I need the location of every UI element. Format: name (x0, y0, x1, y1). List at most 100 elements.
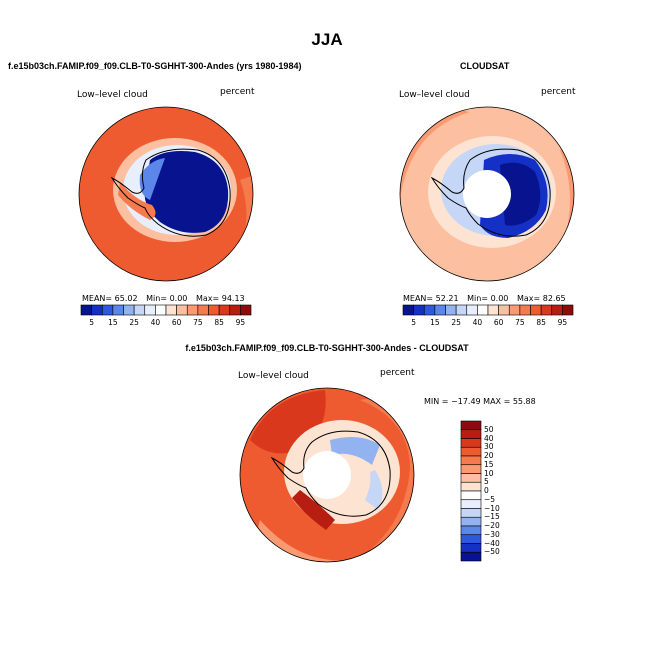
colorbar-box (562, 304, 574, 316)
panel3-title: f.e15b03ch.FAMIP.f09_f09.CLB-T0-SGHHT-30… (185, 343, 469, 353)
colorbar-tick-label: 95 (235, 318, 246, 327)
colorbar-tick-label: 20 (484, 451, 494, 460)
colorbar-box (498, 304, 510, 316)
panel1-coastline (110, 148, 231, 237)
colorbar-tick-label: −5 (484, 494, 496, 504)
colorbar-tick-label: −40 (484, 538, 500, 548)
colorbar-box (519, 304, 531, 316)
panel1-colorbar (80, 304, 252, 316)
colorbar-box (508, 304, 521, 316)
panel1-title: f.e15b03ch.FAMIP.f09_f09.CLB-T0-SGHHT-30… (8, 61, 302, 71)
colorbar-box (455, 304, 468, 316)
colorbar-box (487, 304, 499, 316)
panel3-field-east-lighter (360, 390, 414, 560)
colorbar-box (123, 304, 135, 316)
panel2-colorbar-ticks: 5 15 25 40 60 75 85 95 (403, 318, 573, 328)
colorbar-box (155, 304, 167, 316)
panel2-field-outer-warm (400, 107, 470, 200)
panel1-field-band-east (235, 170, 253, 270)
colorbar-box (445, 304, 457, 316)
colorbar-tick-label: 85 (214, 318, 224, 327)
panel1-right-label: percent (220, 87, 255, 97)
colorbar-box (460, 508, 482, 518)
panel2-map-border (399, 106, 575, 282)
panel1-colorbar-ticks: 5 15 25 40 60 75 85 95 (81, 318, 251, 328)
colorbar-box (460, 429, 482, 439)
panel2-colorbar (402, 304, 574, 316)
colorbar-tick-label: 15 (108, 318, 118, 327)
colorbar-box (460, 525, 482, 536)
colorbar-box (112, 304, 124, 316)
colorbar-tick-label: 25 (129, 318, 139, 327)
colorbar-tick-label: 40 (484, 433, 494, 443)
panel1-left-label: Low–level cloud (77, 90, 148, 100)
colorbar-box (460, 473, 482, 483)
panel3-right-label: percent (380, 368, 415, 378)
colorbar-box (460, 438, 482, 448)
panel1-field-pale-ring (123, 145, 231, 235)
panel3-field-north-dark (250, 390, 326, 454)
panel3-field-background (240, 388, 414, 562)
colorbar-box (477, 304, 489, 316)
colorbar-box (144, 304, 156, 316)
colorbar-box (80, 304, 92, 316)
colorbar-box (91, 304, 103, 316)
panel3-map-border (239, 387, 415, 563)
colorbar-tick-label: 15 (430, 318, 440, 327)
panel2-coastline (430, 148, 551, 237)
colorbar-box (423, 304, 436, 316)
panel3-left-label: Low–level cloud (238, 371, 309, 381)
colorbar-box (413, 304, 425, 316)
colorbar-box (460, 455, 482, 466)
panel2-field-pale (428, 136, 556, 248)
colorbar-box (530, 304, 542, 316)
colorbar-tick-label: 60 (171, 318, 182, 327)
colorbar-box (460, 543, 482, 553)
colorbar-tick-label: −10 (484, 503, 500, 513)
panel2-field-background (400, 107, 574, 281)
colorbar-box (176, 304, 188, 316)
panel3-field-blue-patches (330, 436, 380, 465)
colorbar-box (460, 499, 482, 509)
colorbar-box (551, 304, 563, 316)
panel1-field-blue-edge (139, 158, 165, 200)
colorbar-box (402, 304, 414, 316)
colorbar-box (165, 304, 177, 316)
colorbar-box (460, 481, 482, 492)
colorbar-tick-label: −20 (484, 521, 500, 530)
colorbar-tick-label: 60 (493, 318, 504, 327)
colorbar-box (101, 304, 114, 316)
colorbar-tick-label: 75 (193, 318, 203, 327)
panel3-field-blue-east (365, 470, 383, 510)
colorbar-box (133, 304, 146, 316)
panel3-field-south-light (240, 520, 350, 562)
panel2-title: CLOUDSAT (460, 61, 510, 71)
panel3-coastline (270, 430, 391, 517)
panel2-no-data-hole (463, 170, 511, 218)
colorbar-tick-label: 5 (411, 318, 417, 327)
colorbar-box (466, 304, 478, 316)
panel3-field-pale (284, 420, 400, 524)
panel2-field-east-warm (560, 140, 574, 260)
colorbar-box (460, 534, 482, 544)
panel3-colorbar-ticks: 50 40 30 20 15 10 5 0 −5 −10 −15 −20 −30 −40 −50 (484, 421, 524, 561)
panel1-stats: MEAN= 65.02 Min= 0.00 Max= 94.13 (82, 294, 245, 303)
colorbar-tick-label: 40 (150, 318, 161, 327)
colorbar-tick-label: 5 (89, 318, 95, 327)
colorbar-tick-label: 30 (484, 442, 494, 452)
colorbar-tick-label: 10 (484, 468, 494, 478)
colorbar-box (540, 304, 553, 316)
panel2-field-blue (480, 154, 548, 238)
panel2-left-label: Low–level cloud (399, 90, 470, 100)
colorbar-box (197, 304, 209, 316)
colorbar-box (218, 304, 231, 316)
colorbar-box (460, 464, 482, 474)
colorbar-tick-label: 15 (484, 459, 494, 469)
panel2-stats: MEAN= 52.21 Min= 0.00 Max= 82.65 (403, 294, 566, 303)
colorbar-box (434, 304, 446, 316)
panel2-field-blue-core (500, 162, 541, 226)
colorbar-tick-label: −30 (484, 529, 500, 539)
colorbar-box (460, 446, 482, 457)
colorbar-tick-label: 25 (451, 318, 461, 327)
colorbar-tick-label: −15 (484, 512, 500, 522)
